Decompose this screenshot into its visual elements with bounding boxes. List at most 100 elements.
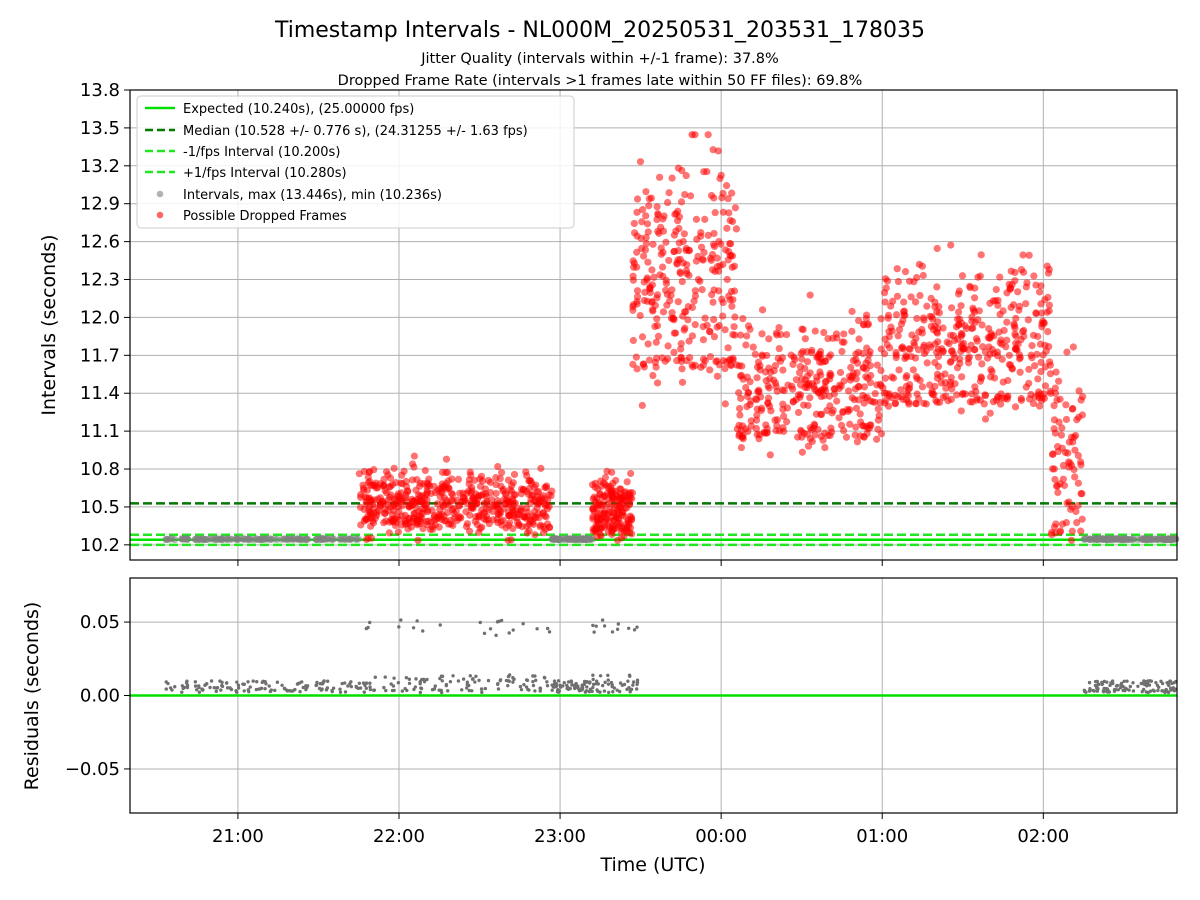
dropped-frame-point [1036,340,1045,348]
dropped-frame-point [513,514,521,522]
dropped-frame-point [1059,461,1068,470]
dropped-frame-point [1068,405,1076,413]
dropped-frame-point [1003,336,1011,344]
residual-point [598,690,602,694]
chart-title: Timestamp Intervals - NL000M_20250531_20… [274,18,925,43]
residual-point [474,674,478,678]
dropped-frame-point [1004,376,1012,385]
dropped-frame-point [701,215,709,223]
dropped-frame-point [833,397,841,405]
dropped-frame-point [833,334,841,342]
residual-point [301,685,305,690]
interval-point [258,535,266,544]
dropped-frame-point [593,533,601,541]
dropped-frame-point [394,528,403,536]
dropped-frame-point [953,391,961,399]
dropped-frame-point [414,536,422,544]
residual-point [521,622,525,626]
dropped-frame-point [920,316,928,324]
residual-point [565,686,569,691]
residual-point [421,629,425,633]
dropped-frame-point [898,344,906,352]
dropped-frame-point [837,382,845,390]
dropped-frame-point [719,298,727,307]
dropped-frame-point [1056,395,1064,403]
residual-point [545,683,550,688]
dropped-frame-point [679,237,687,246]
residual-point [531,679,535,684]
residual-point [568,686,572,691]
residual-point [465,682,470,687]
dropped-frame-point [443,499,452,507]
chart-subtitle-jitter: Jitter Quality (intervals within +/-1 fr… [420,51,779,67]
dropped-frame-point [996,339,1004,347]
intervals-y-axis-label: Intervals (seconds) [38,234,60,415]
dropped-frame-point [511,506,520,514]
dropped-frame-point [1015,302,1024,310]
residual-point [1172,681,1176,685]
residual-point [592,630,596,634]
dropped-frame-point [996,273,1004,281]
dropped-frame-point [380,519,388,527]
intervals-panel: 10.2 10.5 10.8 11.1 11.4 11.7 12.0 12.3 12.6 12.9… [38,80,1180,566]
interval-point [271,535,279,543]
interval-point [1086,535,1094,543]
dropped-frame-point [627,513,635,521]
time-x-tick-label: 00:00 [695,826,747,847]
residual-point [552,683,556,687]
residual-point [519,687,524,692]
dropped-frame-point [671,329,680,337]
dropped-frame-point [1057,431,1066,439]
dropped-frame-point [463,489,471,497]
dropped-frame-point [651,322,659,331]
dropped-frame-point [644,258,652,266]
dropped-frame-point [515,521,523,530]
residual-point [506,683,510,688]
dropped-frame-point [709,298,717,306]
dropped-frame-point [698,286,706,294]
intervals-y-tick-label: 13.5 [80,118,120,139]
residual-point [1087,680,1092,685]
dropped-frame-point [1062,415,1071,424]
dropped-frame-point [959,339,968,347]
residual-point [631,680,636,684]
dropped-frame-point [653,291,662,299]
dropped-frame-point [722,358,730,366]
dropped-frame-point [978,360,986,368]
residual-point [627,673,632,677]
dropped-frame-point [821,357,829,365]
dropped-frame-point [511,491,519,499]
residual-point [383,675,387,679]
residual-point [511,680,515,684]
residual-point [477,678,481,683]
dropped-frame-point [975,307,983,315]
residual-point [1101,690,1106,694]
dropped-frame-point [1007,303,1015,312]
residual-point [465,680,470,684]
dropped-frame-point [431,489,440,497]
dropped-frame-point [522,487,531,496]
dropped-frame-point [746,325,754,333]
dropped-frame-point [738,433,746,441]
dropped-frame-point [1005,351,1013,359]
dropped-frame-point [612,476,620,485]
dropped-frame-point [1019,251,1027,259]
dropped-frame-point [659,263,667,271]
dropped-frame-point [966,398,974,406]
residual-point [418,680,422,684]
residual-point [201,688,205,692]
residual-point [565,683,569,688]
residual-point [550,688,554,692]
dropped-frame-point [379,482,387,490]
dropped-frame-point [810,382,818,390]
interval-point [286,535,294,543]
dropped-frame-point [743,332,751,340]
dropped-frame-point [1012,332,1020,340]
residual-point [1166,681,1171,686]
dropped-frame-point [784,381,792,389]
dropped-frame-point [504,476,513,484]
dropped-frame-point [729,356,737,364]
dropped-frame-point [933,283,941,291]
dropped-frame-point [941,378,949,387]
residual-point [1095,679,1099,684]
